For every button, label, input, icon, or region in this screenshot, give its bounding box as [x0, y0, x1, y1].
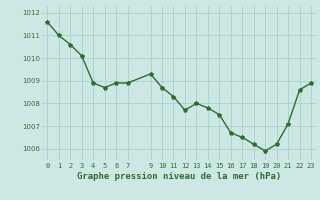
X-axis label: Graphe pression niveau de la mer (hPa): Graphe pression niveau de la mer (hPa)	[77, 172, 281, 181]
